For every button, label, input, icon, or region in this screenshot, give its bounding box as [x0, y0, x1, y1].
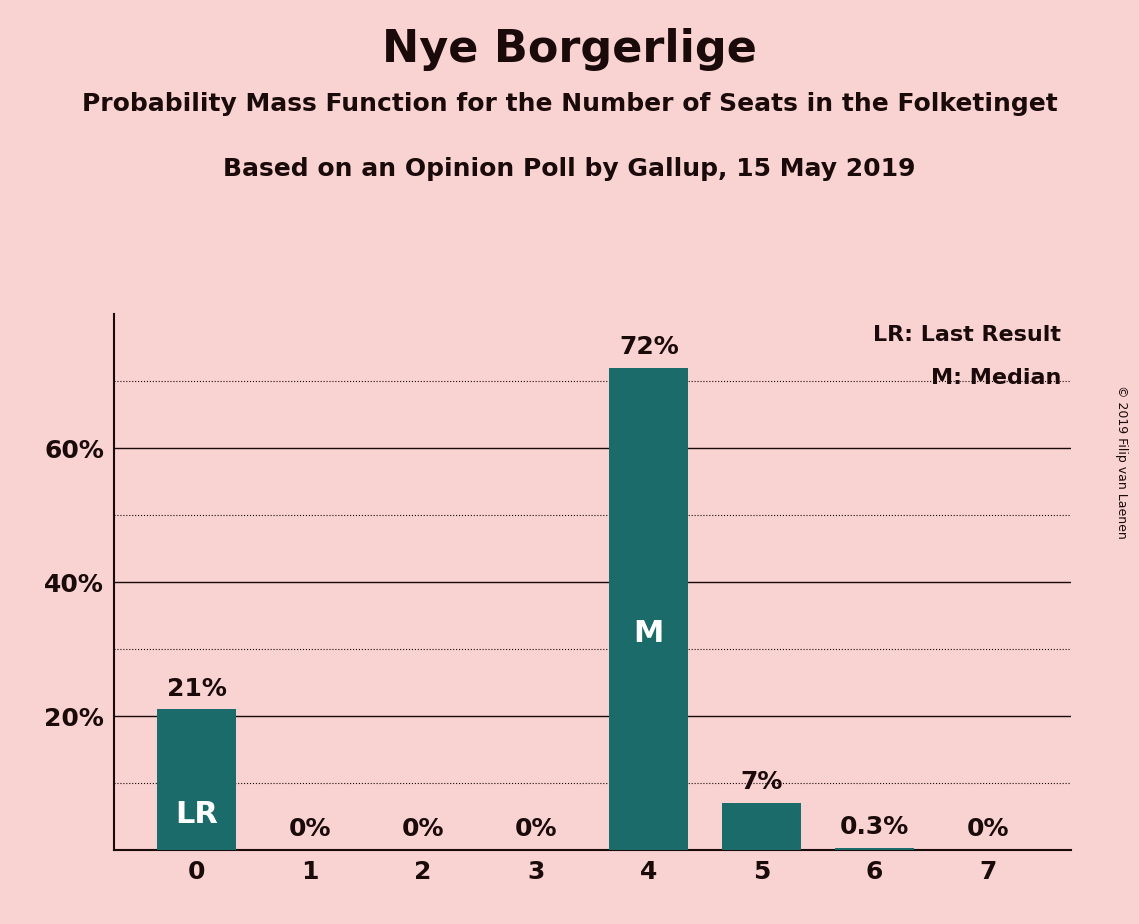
Text: 0%: 0% — [288, 818, 331, 842]
Text: Probability Mass Function for the Number of Seats in the Folketinget: Probability Mass Function for the Number… — [82, 92, 1057, 116]
Text: M: M — [633, 618, 664, 648]
Bar — [609, 368, 688, 850]
Bar — [722, 803, 801, 850]
Text: 0%: 0% — [515, 818, 557, 842]
Text: LR: Last Result: LR: Last Result — [874, 325, 1062, 345]
Text: 7%: 7% — [740, 771, 782, 795]
Text: M: Median: M: Median — [931, 368, 1062, 388]
Text: 21%: 21% — [167, 676, 227, 700]
Text: 0%: 0% — [402, 818, 444, 842]
Text: LR: LR — [175, 800, 219, 830]
Text: 0.3%: 0.3% — [841, 815, 909, 839]
Text: Based on an Opinion Poll by Gallup, 15 May 2019: Based on an Opinion Poll by Gallup, 15 M… — [223, 157, 916, 181]
Bar — [835, 848, 915, 850]
Text: Nye Borgerlige: Nye Borgerlige — [382, 28, 757, 71]
Text: 0%: 0% — [966, 818, 1009, 842]
Bar — [157, 710, 237, 850]
Text: © 2019 Filip van Laenen: © 2019 Filip van Laenen — [1115, 385, 1129, 539]
Text: 72%: 72% — [618, 335, 679, 359]
